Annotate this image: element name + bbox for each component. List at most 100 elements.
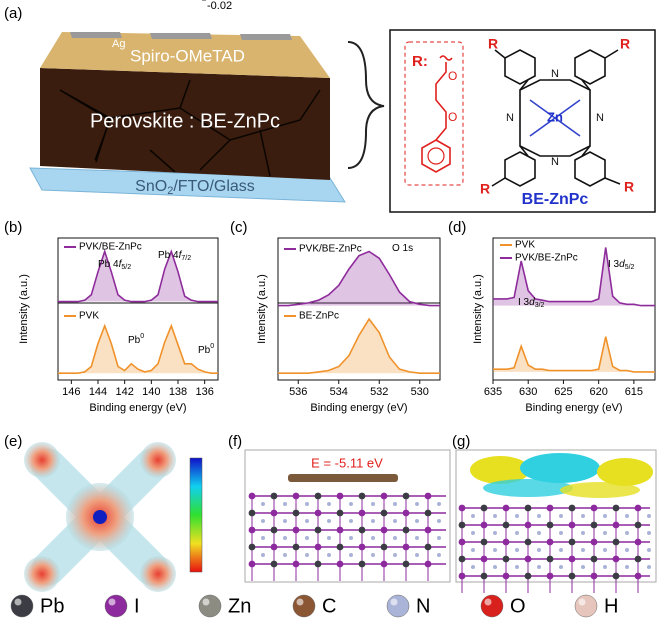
atom — [261, 502, 265, 506]
atom — [358, 543, 366, 551]
atom — [524, 504, 532, 512]
atom — [283, 553, 287, 557]
series-line — [58, 323, 218, 374]
x-tick-label: 534 — [330, 386, 348, 398]
series-area — [493, 247, 655, 306]
atom — [515, 565, 519, 569]
plot-frame — [277, 237, 441, 381]
atom — [502, 538, 510, 546]
brace — [347, 41, 385, 169]
atom — [493, 514, 497, 518]
atom — [261, 536, 265, 540]
legend-label: PVK — [515, 240, 535, 251]
atom — [480, 555, 488, 563]
atom — [634, 521, 642, 529]
atom — [603, 514, 607, 518]
atom — [437, 519, 441, 523]
atom — [581, 531, 585, 535]
atom — [336, 560, 344, 568]
molecule-name: BE-ZnPc — [522, 191, 589, 208]
atom — [314, 560, 322, 568]
atom — [305, 502, 309, 506]
ag-contact — [70, 32, 122, 38]
atom — [603, 531, 607, 535]
atom — [568, 538, 576, 546]
atom — [270, 492, 278, 500]
esp-map — [24, 442, 176, 592]
atom — [292, 509, 300, 517]
atom — [458, 538, 466, 546]
atom — [502, 572, 510, 580]
atom — [625, 514, 629, 518]
ag-contact — [240, 34, 292, 40]
atom — [393, 502, 397, 506]
series-line — [58, 248, 218, 303]
atom — [437, 553, 441, 557]
atom — [590, 504, 598, 512]
atom-swatch — [292, 594, 316, 618]
atom — [314, 509, 322, 517]
atom — [458, 504, 466, 512]
atom-swatch — [104, 594, 128, 618]
atom — [581, 548, 585, 552]
atom — [559, 565, 563, 569]
series-area — [278, 251, 440, 306]
grain-boundary — [59, 79, 321, 177]
atom-label: N — [416, 595, 430, 617]
y-axis-label: Intensity (a.u.) — [18, 274, 30, 344]
atom-highlight — [202, 598, 210, 606]
x-tick-label: 144 — [89, 386, 107, 398]
atom — [380, 492, 388, 500]
atom — [336, 509, 344, 517]
atom — [314, 526, 322, 534]
atom — [559, 531, 563, 535]
atom — [380, 543, 388, 551]
atom — [292, 526, 300, 534]
x-tick-label: 625 — [554, 386, 572, 398]
atom — [380, 560, 388, 568]
atom — [248, 526, 256, 534]
atom — [590, 521, 598, 529]
x-axis-label: Binding energy (eV) — [310, 402, 407, 414]
layer-label: SnO2/FTO/Glass — [135, 178, 255, 197]
x-tick-label: 146 — [62, 386, 80, 398]
panel-label: (f) — [228, 433, 242, 450]
atom — [437, 536, 441, 540]
atom — [581, 514, 585, 518]
layer-label: Ag — [112, 38, 125, 50]
annotation: I 3d5/2 — [608, 259, 635, 271]
atom — [292, 560, 300, 568]
atom — [647, 548, 651, 552]
atom-label: Pb — [40, 595, 64, 617]
r-site: R — [480, 181, 490, 197]
atom — [524, 572, 532, 580]
atom — [625, 565, 629, 569]
atom — [305, 553, 309, 557]
atom — [327, 536, 331, 540]
adsorbed-molecule — [288, 474, 398, 482]
atom — [612, 555, 620, 563]
atom — [437, 502, 441, 506]
atom — [314, 492, 322, 500]
atom — [502, 555, 510, 563]
atom — [515, 531, 519, 535]
atom — [402, 560, 410, 568]
x-tick-label: 532 — [370, 386, 388, 398]
atom — [568, 521, 576, 529]
atom-label: H — [604, 595, 618, 617]
energy-label: E = -5.11 eV — [311, 455, 383, 470]
atom — [402, 543, 410, 551]
atom — [415, 553, 419, 557]
atom — [292, 492, 300, 500]
atom — [537, 565, 541, 569]
atom — [590, 572, 598, 580]
x-tick-label: 630 — [519, 386, 537, 398]
series-area — [58, 251, 218, 302]
atom — [634, 572, 642, 580]
atom — [336, 492, 344, 500]
colorbar — [189, 457, 203, 573]
panel-label: (b) — [4, 219, 22, 236]
cell-box — [244, 449, 451, 583]
atom — [559, 548, 563, 552]
